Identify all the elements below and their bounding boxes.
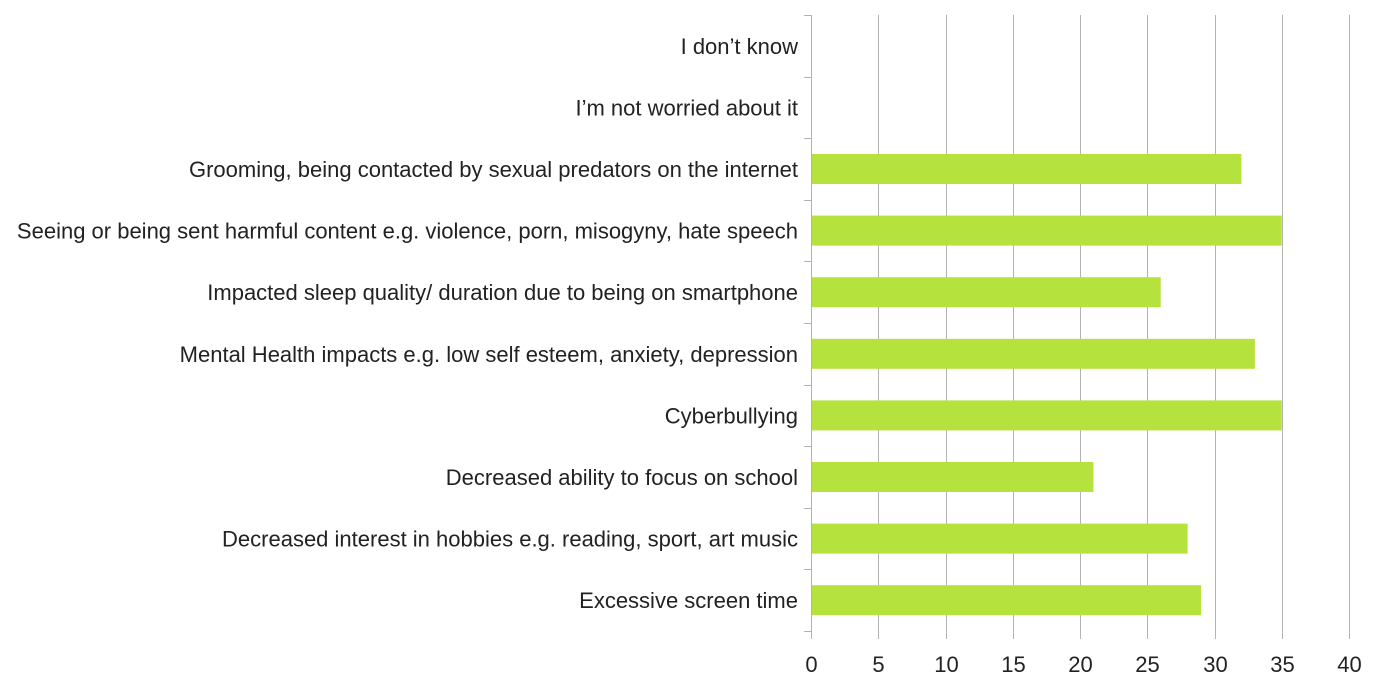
category-label: I don’t know	[681, 34, 799, 59]
x-tick-labels: 0 5 10 15 20 25 30 35 40	[805, 652, 1361, 677]
category-label: Seeing or being sent harmful content e.g…	[17, 219, 798, 244]
x-tick-label: 35	[1270, 652, 1294, 677]
x-tick-label: 0	[805, 652, 817, 677]
grid-lines	[878, 15, 1350, 639]
category-label: Grooming, being contacted by sexual pred…	[189, 157, 798, 182]
category-label: Impacted sleep quality/ duration due to …	[207, 280, 798, 305]
x-tick-label: 10	[934, 652, 958, 677]
bar	[812, 585, 1202, 616]
bar	[812, 523, 1188, 554]
bar	[812, 154, 1242, 184]
x-tick-label: 25	[1135, 652, 1159, 677]
x-tick-label: 40	[1337, 652, 1361, 677]
bar	[812, 400, 1282, 431]
x-tick-label: 20	[1068, 652, 1092, 677]
category-labels: I don’t know I’m not worried about it Groo…	[17, 34, 798, 613]
category-label: Decreased ability to focus on school	[446, 465, 798, 490]
x-tick-label: 5	[872, 652, 884, 677]
category-label: Mental Health impacts e.g. low self este…	[180, 342, 798, 367]
category-label: I’m not worried about it	[575, 95, 798, 120]
category-label: Cyberbullying	[665, 403, 798, 428]
bar	[812, 462, 1094, 492]
x-tick-label: 30	[1203, 652, 1227, 677]
bar	[812, 277, 1161, 308]
category-label: Decreased interest in hobbies e.g. readi…	[222, 527, 798, 552]
axes	[804, 15, 812, 639]
bar	[812, 338, 1255, 369]
bars	[812, 154, 1282, 616]
x-tick-label: 15	[1001, 652, 1025, 677]
bar	[812, 215, 1282, 246]
category-label: Excessive screen time	[579, 588, 798, 613]
